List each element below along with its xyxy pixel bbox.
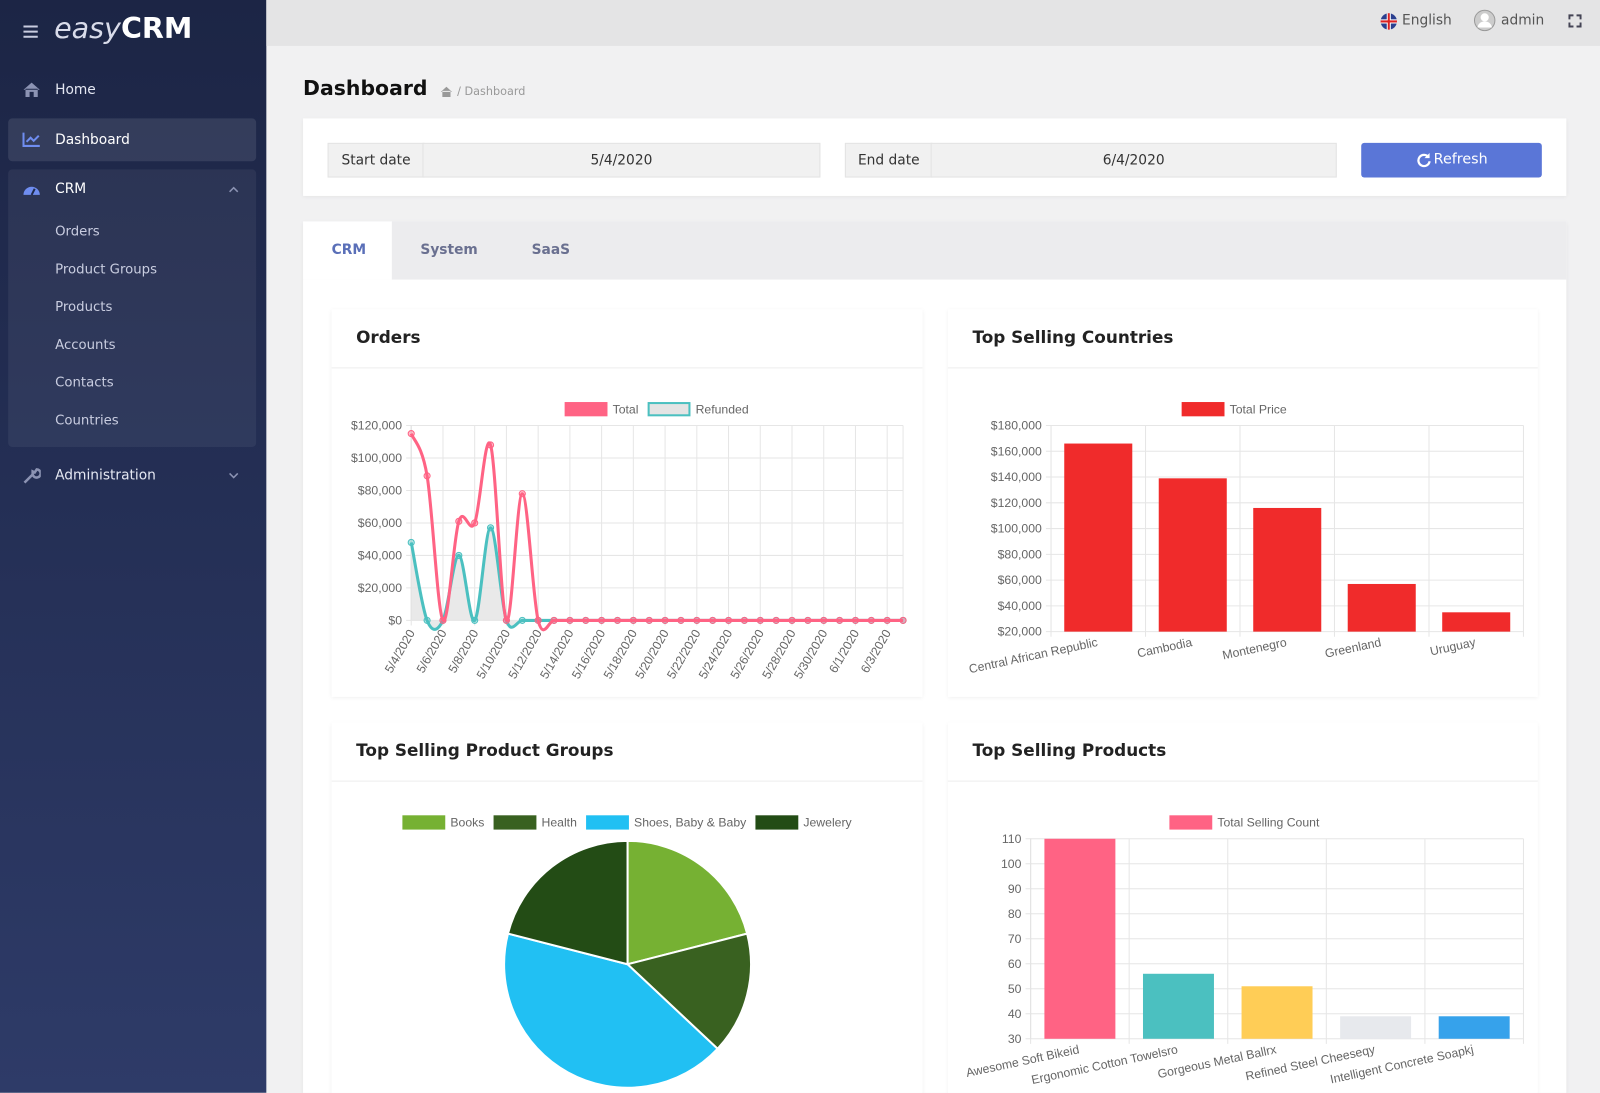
active-item-bg (8, 118, 257, 162)
logo-light: easy (54, 11, 121, 45)
end-label: End date (844, 142, 933, 178)
breadcrumb: / Dashboard (457, 84, 526, 98)
logo: easyCRM (54, 11, 192, 45)
flag-icon (1380, 13, 1397, 30)
home-icon (23, 82, 40, 97)
tab[interactable]: SaaS (531, 241, 571, 259)
menu-item[interactable]: Home (55, 81, 96, 98)
card: Orders (331, 309, 923, 697)
menu-subitem[interactable]: Product Groups (55, 262, 157, 278)
avatar-icon (1473, 9, 1496, 32)
tab[interactable]: CRM (331, 241, 367, 259)
card-divider (947, 780, 1538, 782)
card: Top Selling Countries (947, 309, 1538, 697)
card-title: Orders (356, 327, 421, 347)
menu-subitem[interactable]: Orders (55, 224, 100, 240)
end-input[interactable]: 6/4/2020 (930, 142, 1337, 178)
card-divider (331, 780, 923, 782)
menu-subitem[interactable]: Products (55, 299, 113, 316)
crm-group-bg (8, 169, 257, 447)
chevron-up (229, 186, 239, 193)
language[interactable]: English (1402, 12, 1452, 29)
refresh-icon (1417, 153, 1431, 168)
hamburger-icon[interactable] (22, 24, 38, 38)
fullscreen-icon[interactable] (1568, 14, 1582, 28)
chart-icon (22, 132, 40, 147)
page-title: Dashboard (303, 75, 428, 100)
chevron-down (229, 472, 239, 479)
menu-subitem[interactable]: Countries (55, 413, 119, 429)
active-tab-bg (303, 221, 392, 280)
menu-item[interactable]: CRM (55, 180, 87, 197)
card: Top Selling Product Groups (331, 722, 923, 1093)
card-divider (947, 367, 1538, 369)
refresh-label: Refresh (1433, 151, 1488, 168)
tab-strip (303, 221, 1567, 280)
card-title: Top Selling Countries (972, 327, 1174, 347)
user[interactable]: admin (1501, 12, 1545, 29)
card: Top Selling Products (947, 722, 1538, 1093)
tab[interactable]: System (420, 241, 478, 259)
topbar: English admin (266, 0, 1600, 46)
menu-subitem[interactable]: Contacts (55, 375, 114, 391)
card-title: Top Selling Product Groups (356, 740, 614, 761)
breadcrumb-home[interactable] (440, 86, 453, 97)
dashboard-icon (23, 186, 40, 196)
menu-item[interactable]: Dashboard (55, 131, 130, 148)
sidebar: easyCRM Home Dashboard CRM Orders Produc… (0, 0, 267, 1093)
logo-bold: CRM (120, 11, 193, 45)
menu-item[interactable]: Administration (55, 467, 156, 484)
card-divider (331, 367, 923, 369)
wrench-icon (23, 468, 41, 484)
refresh-button[interactable] (1361, 142, 1542, 178)
start-label: Start date (327, 142, 425, 178)
start-input[interactable]: 5/4/2020 (422, 142, 821, 178)
card-title: Top Selling Products (972, 740, 1167, 761)
menu-subitem[interactable]: Accounts (55, 337, 116, 354)
